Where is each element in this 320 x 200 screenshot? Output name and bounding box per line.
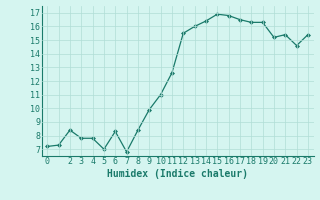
X-axis label: Humidex (Indice chaleur): Humidex (Indice chaleur) xyxy=(107,169,248,179)
